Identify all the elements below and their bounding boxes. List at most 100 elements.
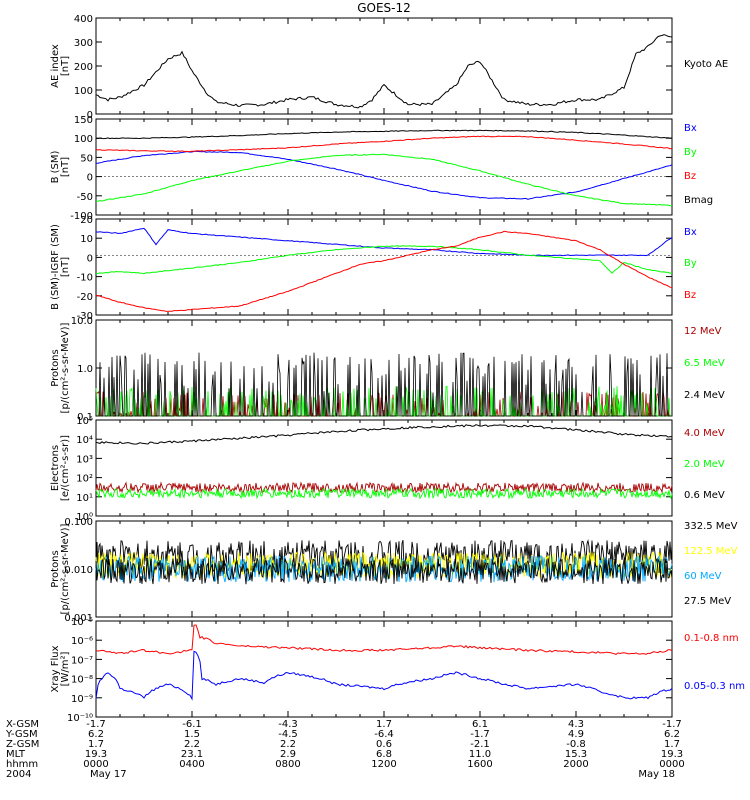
y-tick-label: -20 [77,292,93,303]
legend-label: 4.0 MeV [684,428,725,439]
y-tick-label: -100 [70,211,93,222]
y-axis-label: B (SM)-IGRF (SM) [nT] [50,224,71,310]
legend-label: 332.5 MeV [684,521,738,532]
y-tick-label: 10³ [76,454,93,465]
legend-label: Bz [684,171,696,182]
y-tick-label: 20 [80,215,93,226]
ephemeris-value: 15.3 [565,749,587,760]
ephemeris-row-label: hhmm [6,759,38,770]
ephemeris-row-label: Y-GSM [5,729,38,740]
legend-label: Bx [684,123,697,134]
legend-label: Bz [684,290,696,301]
y-tick-label: 10¹ [76,493,93,504]
legend-label: 6.5 MeV [684,358,725,369]
ephemeris-value: -6.1 [182,719,202,730]
legend-label: 60 MeV [684,571,722,582]
y-tick-label: 0 [87,253,93,264]
plot-title: GOES-12 [357,1,411,15]
series-line-0-6-mev [95,424,673,445]
ephemeris-value: 11.0 [469,749,491,760]
ephemeris-value: 1.7 [376,719,392,730]
y-axis-label: Protons [p/(cm²-s-sr-MeV)] [50,523,71,614]
series-line-bx [96,150,673,200]
ephemeris-row-label: MLT [6,749,26,760]
series-line-27-5-mev [95,556,673,585]
y-tick-label: 10⁻⁷ [71,655,93,666]
series-line-2-4-mev [96,352,672,417]
y-axis-label-line: [nT] [60,157,71,177]
legend-label: By [684,258,697,269]
legend-label: By [684,147,697,158]
panel-frame [95,620,673,718]
y-tick-label: 0.001 [64,613,93,624]
y-tick-label: 1.0 [77,364,93,375]
legend-label: 2.0 MeV [684,459,725,470]
panel-electrons: 10⁵ 10⁴ 10³ 10² 10¹ 10⁰ Electrons [e/(cm²-s-sr)… [50,416,725,523]
y-tick-label: 150 [74,115,93,126]
ephemeris-value: 2.2 [280,739,296,750]
ephemeris-value: 6.8 [376,749,392,760]
ephemeris-value: 2000 [563,759,588,770]
panel-frame [95,218,673,316]
legend-label: 12 MeV [684,326,722,337]
ephemeris-value: -0.8 [566,739,586,750]
series-line-4-0-mev [95,481,673,494]
y-axis-label-line: B (SM) [50,150,61,183]
y-tick-label: 10 [80,234,93,245]
y-axis-label-line: B (SM)-IGRF (SM) [50,224,61,310]
y-tick-label: 10.0 [71,316,93,327]
ephemeris-value: -2.1 [470,739,490,750]
panel-ae: 400 300 200 100 0 AE index [nT] Kyoto AE [50,14,728,121]
ephemeris-value: May 18 [638,769,675,780]
series-line-0-1-0-8-nm [95,624,673,655]
ephemeris-value: -1.7 [86,719,106,730]
ephemeris-value: -4.3 [278,719,298,730]
y-tick-label: 400 [74,14,93,25]
y-axis-label-line: [W/m²] [60,651,71,686]
legend-label: 0.05-0.3 nm [684,681,745,692]
ephemeris-value: 23.1 [181,749,203,760]
ephemeris-row-label: X-GSM [6,719,39,730]
y-tick-label: 0 [87,173,93,184]
y-tick-label: 10⁻⁵ [71,617,93,628]
y-axis-label-line: [nT] [60,257,71,277]
y-axis-label: B (SM) [nT] [50,150,71,183]
ephemeris-value: 1600 [467,759,492,770]
ephemeris-value: 6.2 [88,729,104,740]
y-axis-label-line: [p/(cm²-s-sr-MeV)] [60,523,71,614]
ephemeris-value: 0000 [659,759,684,770]
ephemeris-value: 1.7 [664,739,680,750]
legend-label: 2.4 MeV [684,390,725,401]
series-line-bz [95,230,673,312]
panel-protons_low: 10.0 1.0 0.1 Protons [p/(cm²-s-sr-MeV)] 12 Me… [50,316,725,423]
y-tick-label: 10² [76,474,93,485]
y-tick-label: 10⁴ [76,435,93,446]
y-tick-label: 300 [74,38,93,49]
y-tick-label: -50 [77,192,93,203]
series-line-bmag [95,129,673,140]
series-line-by [95,245,672,275]
ephemeris-value: -6.4 [374,729,394,740]
y-tick-label: 10⁵ [76,416,93,427]
ephemeris-value: 2.2 [184,739,200,750]
y-tick-label: 10⁻⁹ [71,694,93,705]
ephemeris-value: 4.9 [568,729,584,740]
panel-frame [95,419,673,517]
ephemeris-value: May 17 [90,769,127,780]
y-tick-label: 100 [74,134,93,145]
ephemeris-row-label: 2004 [6,769,31,780]
ephemeris-value: 2.9 [280,749,296,760]
y-tick-label: 0 [87,110,93,121]
y-axis-label-line: Electrons [50,445,61,491]
ephemeris-value: -1.7 [662,719,682,730]
ephemeris-value: 0800 [275,759,300,770]
y-axis-label: Xray Flux [W/m²] [50,645,71,692]
y-tick-label: 0.1 [77,412,93,423]
legend-label: Bmag [684,195,713,206]
ephemeris-value: 19.3 [661,749,683,760]
y-axis-label-line: Protons [50,550,61,587]
series-line-2-0-mev [95,486,673,500]
ephemeris-row-label: Z-GSM [6,739,39,750]
